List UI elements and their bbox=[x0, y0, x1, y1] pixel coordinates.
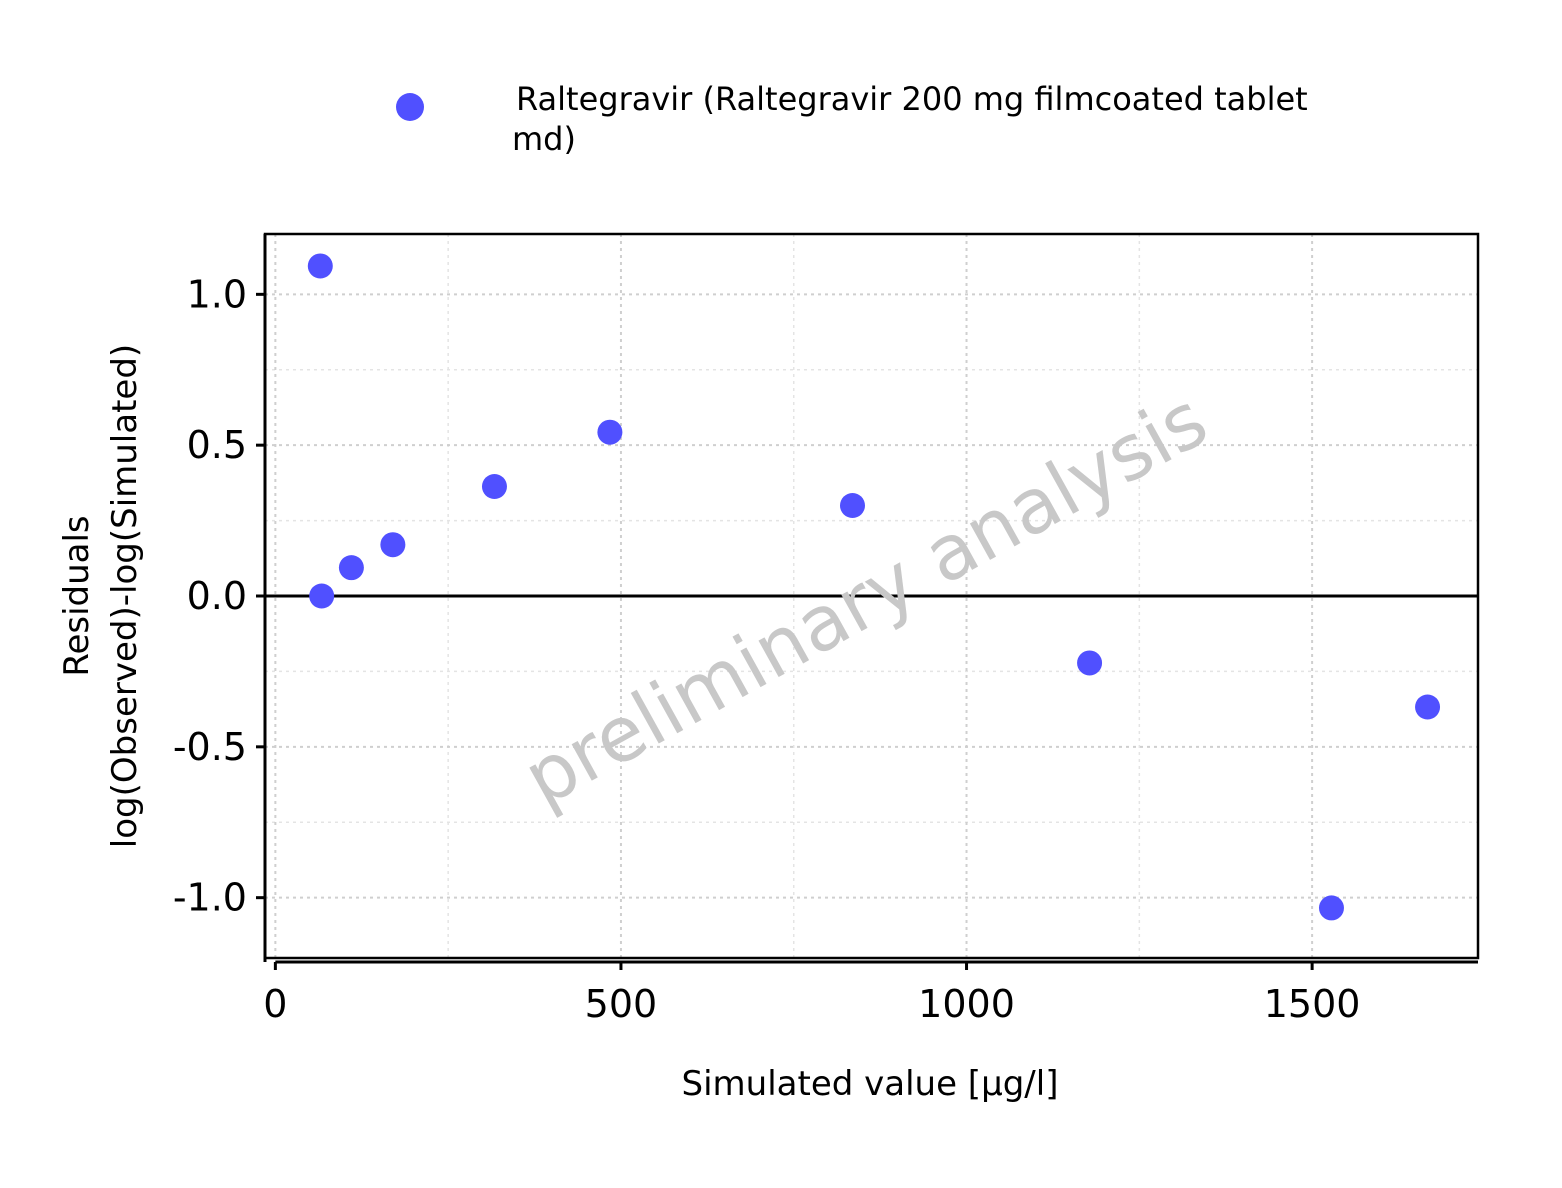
y-tick-label: 0.5 bbox=[187, 423, 247, 467]
legend: Raltegravir (Raltegravir 200 mg filmcoat… bbox=[396, 80, 1308, 158]
legend-marker bbox=[396, 93, 424, 121]
legend-label-line-2: md) bbox=[512, 120, 576, 158]
data-point bbox=[380, 532, 406, 558]
y-tick-label: 1.0 bbox=[187, 272, 247, 316]
data-point bbox=[1077, 650, 1103, 676]
data-point bbox=[1318, 895, 1344, 921]
y-axis-title: Residuals log(Observed)-log(Simulated) bbox=[57, 344, 145, 848]
y-axis: 1.0 0.5 0.0 -0.5 -1.0 bbox=[173, 234, 267, 962]
data-point bbox=[1415, 694, 1441, 720]
data-point bbox=[597, 419, 623, 445]
data-point bbox=[307, 253, 333, 279]
y-tick-label: -1.0 bbox=[173, 876, 247, 920]
x-tick-label: 1000 bbox=[918, 982, 1015, 1026]
x-tick-label: 1500 bbox=[1264, 982, 1361, 1026]
legend-label-line-1: Raltegravir (Raltegravir 200 mg filmcoat… bbox=[516, 80, 1308, 118]
data-point bbox=[481, 473, 507, 499]
x-axis: 0 500 1000 1500 bbox=[263, 960, 1478, 1026]
y-tick-label: 0.0 bbox=[187, 574, 247, 618]
x-tick-label: 0 bbox=[263, 982, 287, 1026]
data-points-layer bbox=[307, 253, 1441, 921]
x-axis-title: Simulated value [µg/l] bbox=[682, 1064, 1059, 1104]
y-axis-title-line-2: log(Observed)-log(Simulated) bbox=[105, 344, 145, 848]
data-point bbox=[309, 583, 335, 609]
x-tick-label: 500 bbox=[585, 982, 658, 1026]
y-axis-title-line-1: Residuals bbox=[57, 515, 97, 676]
y-tick-label: -0.5 bbox=[173, 725, 247, 769]
data-point bbox=[338, 555, 364, 581]
data-point bbox=[839, 493, 865, 518]
